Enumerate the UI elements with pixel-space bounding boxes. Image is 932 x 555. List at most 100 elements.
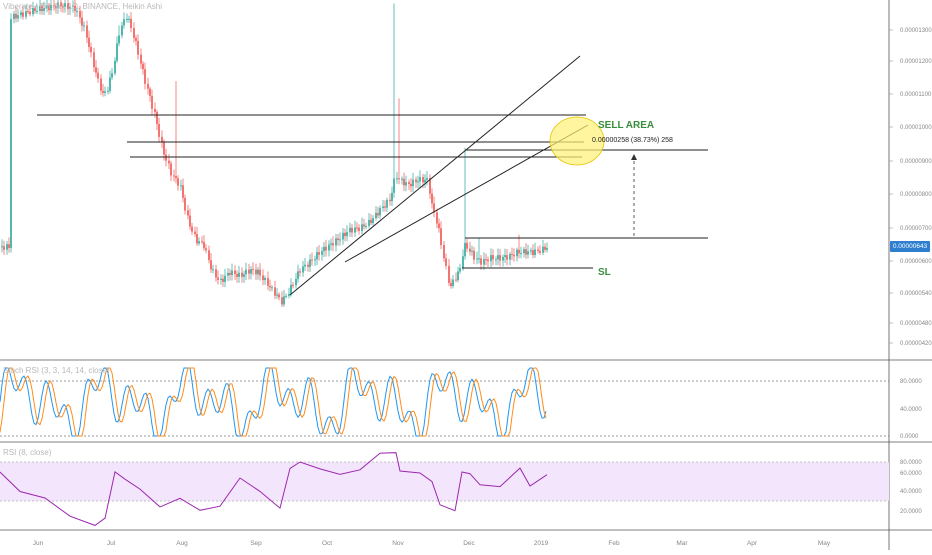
- stoch-axis-ticks: 80.0000 40.0000 0.0000: [900, 379, 922, 440]
- candle-body: [448, 265, 450, 283]
- candle-body: [443, 245, 445, 259]
- price-tick-label: 0.00001200: [900, 59, 932, 65]
- candle-body: [109, 77, 111, 91]
- candle-body: [133, 28, 135, 39]
- candle-body: [262, 275, 264, 281]
- candle-body: [459, 267, 461, 272]
- candle-body: [534, 249, 536, 255]
- candle-body: [123, 19, 125, 26]
- candle-body: [64, 3, 66, 7]
- candle-body: [236, 274, 238, 277]
- candle-body: [349, 227, 351, 233]
- time-tick-label: Jun: [33, 540, 44, 547]
- candle-body: [17, 15, 19, 19]
- trendline-shallow[interactable]: [344, 124, 589, 263]
- candle-body: [330, 243, 332, 245]
- candle-body: [372, 218, 374, 224]
- drawings[interactable]: [37, 55, 708, 296]
- candle-body: [57, 2, 59, 9]
- rsi-tick-label: 40.0000: [900, 489, 922, 495]
- price-tick-label: 0.00000700: [900, 226, 932, 232]
- candle-body: [72, 5, 74, 7]
- candle-body: [79, 10, 81, 18]
- candle-body: [241, 272, 243, 277]
- candle-body: [346, 232, 348, 237]
- candle-body: [238, 272, 240, 277]
- candle-body: [118, 35, 120, 44]
- time-tick-label: Aug: [176, 540, 188, 547]
- candle-body: [27, 11, 29, 13]
- candle-body: [445, 258, 447, 266]
- candle-body: [95, 67, 97, 73]
- candle-body: [234, 270, 236, 275]
- candle-body: [191, 226, 193, 232]
- candle-body: [504, 255, 506, 257]
- candle-body: [323, 246, 325, 252]
- sell-area-highlight[interactable]: [549, 116, 605, 166]
- candle-body: [93, 52, 95, 68]
- candle-body: [438, 223, 440, 229]
- candle-body: [304, 264, 306, 267]
- candle-body: [321, 251, 323, 255]
- candle-body: [375, 212, 377, 219]
- candle-body: [396, 178, 398, 180]
- candle-body: [175, 176, 177, 179]
- candle-body: [332, 243, 334, 246]
- time-tick-label: Sep: [250, 540, 262, 547]
- candle-body: [405, 182, 407, 186]
- candle-body: [229, 272, 231, 275]
- candle-body: [168, 160, 170, 164]
- candle-body: [516, 249, 518, 257]
- candle-body: [243, 274, 245, 277]
- candle-body: [483, 259, 485, 265]
- candle-body: [417, 181, 419, 183]
- candle-body: [205, 248, 207, 251]
- candle-body: [55, 5, 57, 9]
- last-price-tag: 0.00000643: [890, 241, 930, 252]
- candle-body: [50, 4, 52, 11]
- candle-body: [539, 250, 541, 253]
- rsi-band: [0, 462, 889, 501]
- candle-body: [20, 12, 22, 16]
- candle-body: [422, 177, 424, 183]
- candle-body: [154, 108, 156, 112]
- candle-body: [299, 271, 301, 273]
- candle-body: [462, 256, 464, 268]
- candle-body: [1, 246, 3, 248]
- rsi-series: [0, 452, 548, 526]
- candle-body: [264, 278, 266, 281]
- trendline-steep[interactable]: [289, 55, 581, 296]
- candle-body: [97, 72, 99, 79]
- candle-body: [149, 88, 151, 96]
- candle-body: [220, 278, 222, 280]
- candle-body: [307, 264, 309, 267]
- candle-body: [140, 54, 142, 64]
- candle-body: [180, 185, 182, 187]
- candle-body: [283, 296, 285, 305]
- candle-body: [194, 231, 196, 235]
- candle-body: [495, 259, 497, 261]
- measure-label: 0.00000258 (38.73%) 258: [592, 137, 673, 144]
- candle-body: [104, 91, 106, 93]
- candle-body: [184, 197, 186, 211]
- candle-body: [111, 73, 113, 78]
- price-tick-label: 0.00000540: [900, 291, 932, 297]
- candle-body: [245, 269, 247, 275]
- price-tick-label: 0.00001300: [900, 28, 932, 34]
- candle-body: [259, 269, 261, 276]
- candle-body: [471, 250, 473, 252]
- candle-body: [156, 111, 158, 125]
- candle-body: [452, 279, 454, 286]
- candle-body: [102, 90, 104, 93]
- candle-body: [314, 259, 316, 261]
- rsi-label: RSI (8, close): [3, 448, 52, 457]
- candle-body: [224, 275, 226, 282]
- candle-body: [48, 5, 50, 11]
- candle-body: [29, 11, 31, 15]
- candle-body: [487, 259, 489, 262]
- candle-body: [419, 177, 421, 182]
- candle-body: [163, 141, 165, 155]
- candle-body: [546, 247, 548, 250]
